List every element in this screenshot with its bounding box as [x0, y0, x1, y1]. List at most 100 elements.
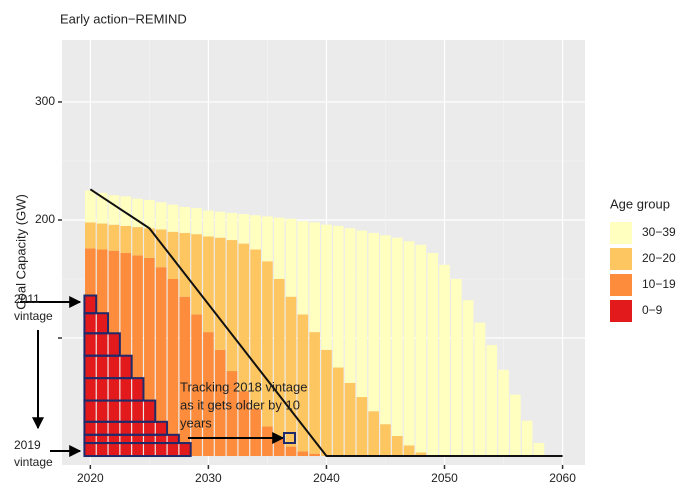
bar-segment	[250, 408, 261, 457]
bar-segment	[262, 261, 273, 427]
annotation: 2011	[14, 292, 40, 306]
bar-segment	[120, 253, 132, 356]
bar-segment	[214, 349, 226, 457]
bar-segment	[380, 235, 391, 425]
bar-segment	[309, 453, 320, 457]
bar-segment	[155, 202, 167, 230]
legend-key	[610, 274, 632, 296]
bar-segment	[179, 443, 191, 457]
bar-segment	[273, 217, 285, 279]
bar-segment	[132, 198, 143, 228]
annotation: vintage	[14, 309, 53, 323]
vintage-outline	[83, 442, 192, 458]
legend-label: 10−19	[642, 277, 676, 291]
bar-segment	[179, 296, 191, 444]
bar-segment	[132, 378, 143, 457]
bar-segment	[498, 369, 509, 457]
bar-segment	[332, 225, 344, 368]
bar-segment	[285, 446, 297, 457]
bar-segment	[214, 211, 226, 238]
bar-segment	[462, 300, 474, 457]
bar-segment	[167, 434, 179, 457]
bar-segment	[309, 332, 320, 454]
bar-segment	[85, 248, 96, 296]
x-tick-label: 2030	[195, 471, 222, 485]
bar-segment	[474, 322, 486, 457]
x-tick-label: 2020	[77, 471, 104, 485]
bar-segment	[96, 192, 108, 224]
bar-segment	[250, 215, 261, 250]
bar-segment	[167, 278, 179, 435]
bar-segment	[238, 391, 250, 457]
bar-segment	[380, 424, 391, 457]
legend-key	[610, 222, 632, 244]
legend-key	[610, 248, 632, 270]
bar-segment	[273, 438, 285, 457]
bar-segment	[144, 228, 155, 258]
bar-segment	[203, 236, 214, 333]
legend-label: 30−39	[642, 225, 676, 239]
bar-segment	[155, 229, 167, 268]
chart-title: Early action−REMIND	[60, 11, 187, 26]
bar-segment	[96, 223, 108, 250]
bar-segment	[132, 227, 143, 256]
bar-segment	[108, 224, 120, 251]
bar-segment	[226, 212, 238, 241]
bar-segment	[297, 221, 309, 315]
bar-segment	[203, 332, 214, 457]
bar-segment	[191, 234, 202, 315]
bar-segment	[285, 296, 297, 447]
x-tick-label: 2060	[549, 471, 576, 485]
annotation: years	[180, 415, 212, 430]
y-tick-label: 200	[35, 212, 55, 226]
bar-segment	[427, 253, 439, 457]
x-tick-label: 2040	[313, 471, 340, 485]
bar-segment	[108, 195, 120, 225]
bar-segment	[403, 241, 415, 446]
bar-segment	[120, 225, 132, 254]
bar-segment	[238, 243, 250, 392]
bar-segment	[108, 333, 120, 457]
bar-segment	[533, 443, 545, 457]
bar-segment	[226, 371, 238, 457]
bar-segment	[368, 232, 379, 412]
legend-label: 20−20	[642, 251, 676, 265]
bar-segment	[321, 224, 332, 350]
bar-segment	[285, 218, 297, 297]
bar-segment	[85, 222, 96, 249]
y-tick-label: 300	[35, 94, 55, 108]
bar-segment	[356, 397, 368, 457]
vintage-box	[283, 432, 296, 444]
bar-segment	[96, 313, 108, 457]
bar-segment	[120, 355, 132, 457]
legend-title: Age group	[610, 196, 670, 211]
bar-segment	[332, 367, 344, 457]
bar-segment	[297, 314, 309, 452]
bar-segment	[451, 278, 462, 457]
bar-segment	[510, 394, 521, 457]
bar-segment	[262, 216, 273, 262]
bar-segment	[85, 190, 96, 223]
capacity-line	[89, 188, 563, 458]
bar-segment	[108, 250, 120, 334]
annotation: vintage	[14, 455, 53, 469]
bar-segment	[144, 400, 155, 457]
y-axis-label: Coal Capacity (GW)	[13, 194, 28, 310]
bar-segment	[415, 452, 427, 457]
annotation: as it gets older by 10	[180, 397, 300, 412]
bar-segment	[309, 222, 320, 333]
bar-segment	[96, 249, 108, 314]
bar-segment	[439, 264, 450, 457]
bar-segment	[344, 382, 356, 457]
bar-segment	[155, 421, 167, 457]
x-tick-label: 2050	[431, 471, 458, 485]
annotation: 2019	[14, 438, 41, 452]
bar-segment	[368, 411, 379, 457]
bar-segment	[321, 349, 332, 457]
bar-segment	[226, 240, 238, 372]
bar-segment	[120, 196, 132, 226]
bar-segment	[191, 314, 202, 457]
bar-segment	[250, 249, 261, 409]
bar-segment	[155, 267, 167, 422]
